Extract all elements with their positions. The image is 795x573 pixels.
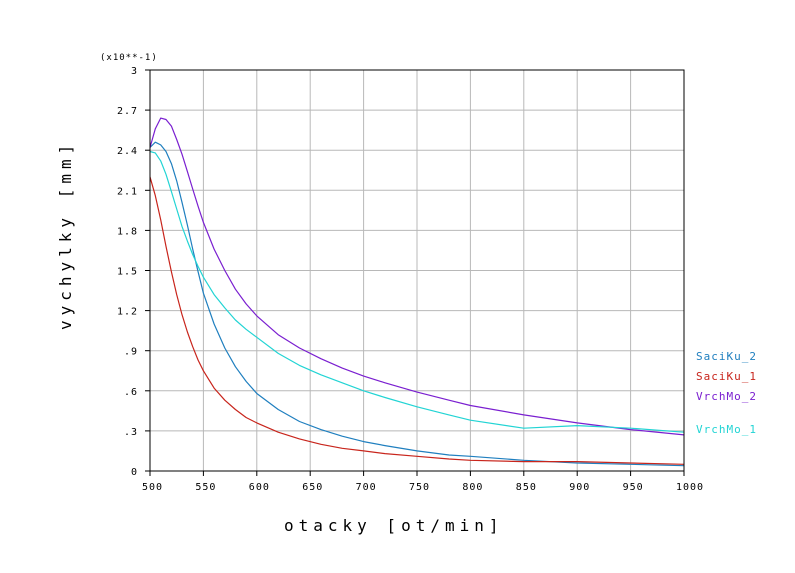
y-tick-label: .6	[124, 387, 138, 398]
legend-entry-saciku_2: SaciKu_2	[696, 350, 757, 363]
y-tick-label: 1.8	[117, 226, 138, 237]
y-tick-label: 1.2	[117, 307, 138, 318]
y-tick-label: 2.1	[117, 186, 138, 197]
x-tick-label: 750	[409, 482, 430, 493]
series-line-vrchmo_2	[149, 117, 685, 436]
x-tick-label: 700	[356, 482, 377, 493]
x-tick-label: 650	[302, 482, 323, 493]
legend-entry-vrchmo_1: VrchMo_1	[696, 423, 757, 436]
y-tick-label: 2.7	[117, 106, 138, 117]
y-tick-label: 2.4	[117, 146, 138, 157]
legend-entry-saciku_1: SaciKu_1	[696, 370, 757, 383]
x-tick-label: 850	[516, 482, 537, 493]
y-tick-label: .9	[124, 347, 138, 358]
y-axis-title: vychylky [mm]	[56, 140, 75, 330]
y-axis-ticks: 0 .3 .6 .9 1.2 1.5 1.8 2.1 2.4 2.7 3	[117, 66, 150, 478]
x-tick-label: 600	[249, 482, 270, 493]
series-lines	[149, 117, 685, 467]
series-line-saciku_2	[149, 141, 685, 467]
y-multiplier-label: (x10**-1)	[100, 53, 158, 63]
x-axis-ticks: 500 550 600 650 700 750 800 850 900 950 1000	[142, 471, 704, 493]
x-tick-label: 500	[142, 482, 163, 493]
x-axis-title: otacky [ot/min]	[284, 516, 504, 535]
y-tick-label: 3	[131, 66, 138, 77]
x-tick-label: 800	[462, 482, 483, 493]
series-line-saciku_1	[149, 176, 685, 465]
y-tick-label: 0	[131, 467, 138, 478]
x-tick-label: 1000	[676, 482, 704, 493]
grid	[149, 69, 685, 472]
x-tick-label: 900	[569, 482, 590, 493]
y-tick-label: 1.5	[117, 267, 138, 278]
x-tick-label: 950	[623, 482, 644, 493]
x-tick-label: 550	[195, 482, 216, 493]
y-tick-label: .3	[124, 427, 138, 438]
series-line-vrchmo_1	[149, 150, 685, 433]
legend: SaciKu_2 SaciKu_1 VrchMo_2 VrchMo_1	[696, 350, 757, 436]
legend-entry-vrchmo_2: VrchMo_2	[696, 390, 757, 403]
